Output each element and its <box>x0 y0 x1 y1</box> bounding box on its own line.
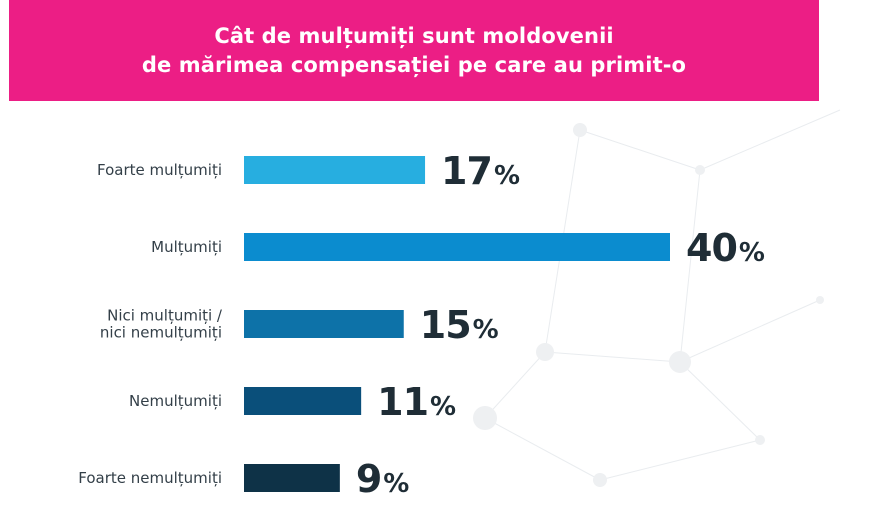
category-label: Foarte mulțumiți <box>97 161 222 179</box>
value-label: 9% <box>356 457 410 501</box>
value-label: 15% <box>420 303 499 347</box>
value-label: 40% <box>686 226 765 270</box>
bar-row: Nemulțumiți 11% <box>129 380 456 424</box>
bar-row: Mulțumiți 40% <box>151 226 765 270</box>
category-label: nici nemulțumiți <box>100 324 222 342</box>
value-label: 17% <box>441 149 520 193</box>
bar <box>244 310 404 338</box>
bar <box>244 387 362 415</box>
bar <box>244 156 426 184</box>
bar-row: Nici mulțumiți /nici nemulțumiți 15% <box>100 303 499 347</box>
category-label: Mulțumiți <box>151 238 222 256</box>
category-label: Nici mulțumiți / <box>107 307 223 325</box>
chart-title-line-1: Cât de mulțumiți sunt moldovenii <box>214 23 614 48</box>
bar-row: Foarte mulțumiți 17% <box>97 149 520 193</box>
category-label: Foarte nemulțumiți <box>78 469 222 487</box>
bar <box>244 464 340 492</box>
bar-row: Foarte nemulțumiți 9% <box>78 457 409 501</box>
value-label: 11% <box>377 380 456 424</box>
chart-title-banner: Cât de mulțumiți sunt moldovenii de mări… <box>9 0 819 101</box>
category-label: Nemulțumiți <box>129 392 222 410</box>
chart-title-line-2: de mărimea compensației pe care au primi… <box>141 52 687 77</box>
bar <box>244 233 670 261</box>
